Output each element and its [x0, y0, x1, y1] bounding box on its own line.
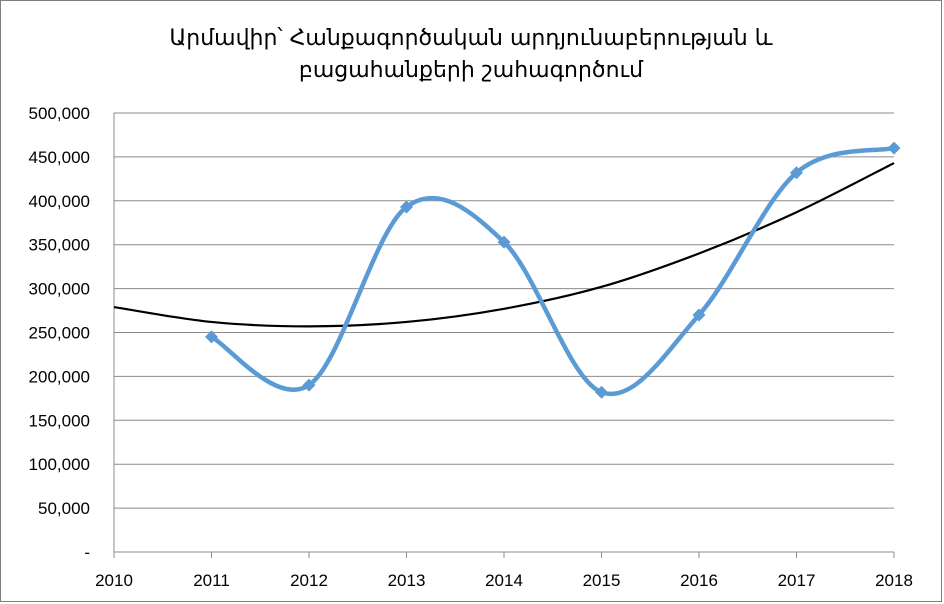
data-point-marker	[497, 235, 511, 249]
data-point-marker	[302, 378, 316, 392]
chart-title: Արմավիր՝ Հանքագործական արդյունաբերության…	[1, 23, 941, 87]
x-tick-label: 2012	[290, 571, 328, 590]
x-tick-label: 2015	[583, 571, 621, 590]
y-tick-label: 50,000	[38, 499, 90, 518]
x-tick-label: 2013	[388, 571, 426, 590]
x-tick-label: 2016	[680, 571, 718, 590]
y-tick-label: 100,000	[29, 455, 90, 474]
x-tick-label: 2018	[875, 571, 913, 590]
y-tick-label: 500,000	[29, 104, 90, 123]
y-tick-label: -	[84, 543, 90, 562]
series-line	[210, 145, 895, 397]
x-tick-label: 2010	[95, 571, 133, 590]
x-tick-label: 2017	[778, 571, 816, 590]
data-point-marker	[887, 141, 901, 155]
y-tick-label: 400,000	[29, 192, 90, 211]
data-point-marker	[400, 200, 413, 214]
data-point-marker	[205, 330, 218, 344]
y-tick-label: 200,000	[29, 367, 90, 386]
x-tick-label: 2014	[485, 571, 523, 590]
y-tick-label: 350,000	[29, 236, 90, 255]
chart-title-line-2: բացահանքերի շահագործում	[298, 58, 644, 83]
chart-title-line-1: Արմավիր՝ Հանքագործական արդյունաբերության…	[169, 26, 773, 51]
y-tick-label: 250,000	[29, 324, 90, 343]
y-tick-label: 450,000	[29, 148, 90, 167]
data-point-marker	[790, 166, 803, 180]
x-tick-label: 2011	[193, 571, 230, 590]
trendline	[113, 162, 895, 328]
y-tick-label: 150,000	[29, 411, 90, 430]
data-point-marker	[692, 308, 706, 322]
y-tick-label: 300,000	[29, 280, 90, 299]
data-point-marker	[595, 385, 608, 399]
